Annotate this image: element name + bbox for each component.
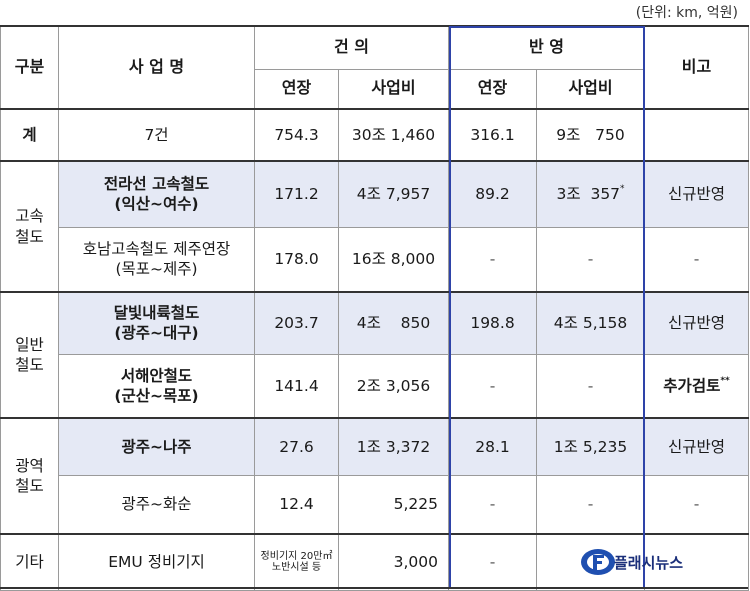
p-len: 171.2 (254, 160, 339, 228)
header-category: 구분 (0, 25, 59, 110)
note: 추가검토** (644, 353, 750, 419)
total-p-cost: 30조 1,460 (337, 108, 450, 162)
header-cost: 사업비 (337, 68, 450, 110)
p-cost: 1조 3,372 (337, 417, 450, 476)
p-len: 정비기지 20만㎡ 노반시설 등 (254, 533, 339, 591)
r-cost: 1조 5,235 (536, 417, 646, 476)
r-cost: 3조 357* (536, 160, 646, 228)
project-name: 서해안철도 (군산~목포) (58, 353, 255, 419)
group-label: 광역 철도 (0, 417, 59, 535)
header-project: 사 업 명 (58, 25, 255, 110)
note: 신규반영 (644, 160, 750, 228)
p-cost: 16조 8,000 (337, 226, 450, 293)
project-name: 광주~화순 (58, 474, 255, 535)
group-label: 일반 철도 (0, 291, 59, 419)
p-len: 203.7 (254, 291, 339, 355)
note: 신규반영 (644, 417, 750, 476)
note: - (644, 226, 750, 293)
group-label: 고속 철도 (0, 160, 59, 293)
table-row: 서해안철도 (군산~목포) 141.4 2조 3,056 - - 추가검토** (1, 353, 750, 419)
total-note (644, 108, 750, 162)
project-name: EMU 정비기지 (58, 533, 255, 591)
table-row: 광역 철도 광주~나주 27.6 1조 3,372 28.1 1조 5,235 … (0, 417, 750, 535)
header-proposal: 건 의 (253, 25, 450, 70)
unit-note: (단위: km, 억원) (635, 5, 738, 21)
table-row: 호남고속철도 제주연장 (목포~제주) 178.0 16조 8,000 - - … (1, 226, 750, 293)
table-bottom-border (0, 587, 748, 589)
p-cost: 3,000 (337, 533, 450, 591)
project-name: 전라선 고속철도 (익산~여수) (58, 160, 255, 228)
logo-icon (581, 549, 615, 575)
r-len: - (448, 226, 538, 293)
p-len: 178.0 (254, 226, 339, 293)
total-r-len: 316.1 (448, 108, 538, 162)
r-len: 28.1 (448, 417, 538, 476)
header-length2: 연장 (448, 68, 538, 110)
project-name: 광주~나주 (58, 417, 255, 476)
p-cost: 4조 850 (337, 291, 450, 355)
p-cost: 4조 7,957 (337, 160, 450, 228)
header-cost2: 사업비 (536, 68, 646, 110)
total-p-len: 754.3 (254, 108, 339, 162)
table-row: 광주~화순 12.4 5,225 - - - (1, 474, 750, 535)
budget-table: 구분 사 업 명 건 의 반 영 비고 연장 사업비 연장 사업비 계 7건 7… (0, 25, 750, 591)
r-cost: 4조 5,158 (536, 291, 646, 355)
logo-text: 플래시뉴스 (614, 554, 684, 572)
total-row: 계 7건 754.3 30조 1,460 316.1 9조 750 (0, 108, 750, 162)
p-len: 141.4 (254, 353, 339, 419)
news-logo: 플래시뉴스 (578, 543, 708, 579)
p-len: 12.4 (254, 474, 339, 535)
note (644, 533, 750, 591)
table-row: 고속 철도 전라선 고속철도 (익산~여수) 171.2 4조 7,957 89… (0, 160, 750, 293)
p-cost: 2조 3,056 (337, 353, 450, 419)
r-len: - (448, 533, 538, 591)
group-label: 기타 (0, 533, 59, 591)
note: - (644, 474, 750, 535)
total-r-cost: 9조 750 (536, 108, 646, 162)
project-name: 호남고속철도 제주연장 (목포~제주) (58, 226, 255, 293)
header-length: 연장 (254, 68, 339, 110)
p-cost: 5,225 (337, 474, 450, 535)
r-len: - (448, 353, 538, 419)
r-len: 198.8 (448, 291, 538, 355)
note: 신규반영 (644, 291, 750, 355)
r-cost: - (536, 353, 646, 419)
table-row: 일반 철도 달빛내륙철도 (광주~대구) 203.7 4조 850 198.8 … (0, 291, 750, 419)
r-cost: - (536, 474, 646, 535)
total-name: 7건 (58, 108, 255, 162)
total-label: 계 (0, 108, 59, 162)
header-reflection: 반 영 (448, 25, 646, 70)
r-len: 89.2 (448, 160, 538, 228)
table-row: 기타 EMU 정비기지 정비기지 20만㎡ 노반시설 등 3,000 - (0, 533, 750, 591)
header-note: 비고 (644, 25, 750, 110)
p-len: 27.6 (254, 417, 339, 476)
r-len: - (448, 474, 538, 535)
project-name: 달빛내륙철도 (광주~대구) (58, 291, 255, 355)
r-cost: - (536, 226, 646, 293)
